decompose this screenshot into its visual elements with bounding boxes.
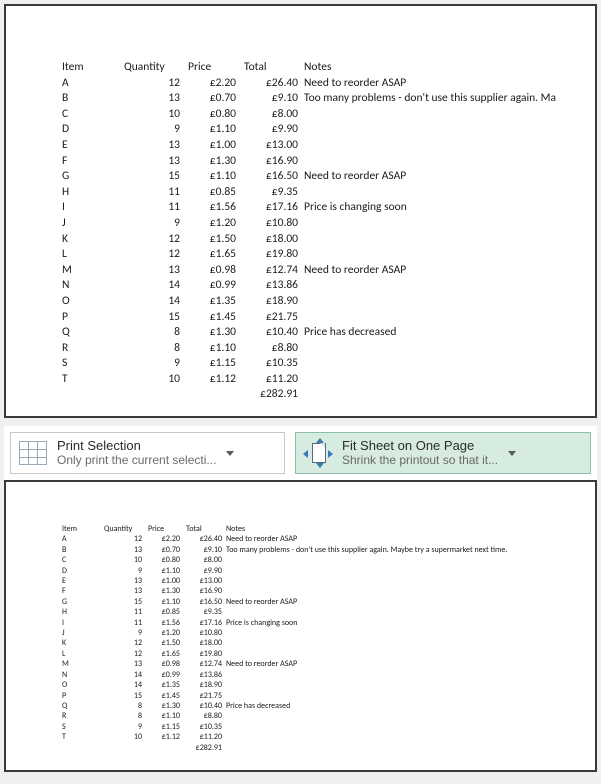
- column-header: Quantity: [124, 60, 188, 76]
- print-preview-page-1: ItemQuantityPriceTotalNotesA12£2.20£26.4…: [4, 4, 597, 418]
- table-row: I11£1.56£17.16Price is changing soon: [62, 618, 507, 628]
- table-row: A12£2.20£26.40Need to reorder ASAP: [62, 534, 507, 544]
- table-row: B13£0.70£9.10Too many problems - don't u…: [62, 91, 556, 107]
- table-row: E13£1.00£13.00: [62, 576, 507, 586]
- table-row: Q8£1.30£10.40Price has decreased: [62, 325, 556, 341]
- fit-sheet-icon: [302, 437, 334, 469]
- table-row: R8£1.10£8.80: [62, 341, 556, 357]
- table-row: Q8£1.30£10.40Price has decreased: [62, 701, 507, 711]
- data-table-page1: ItemQuantityPriceTotalNotesA12£2.20£26.4…: [62, 60, 556, 403]
- table-row: J9£1.20£10.80: [62, 628, 507, 638]
- grand-total-row: £282.91: [62, 743, 507, 753]
- table-row: T10£1.12£11.20: [62, 732, 507, 742]
- table-row: A12£2.20£26.40Need to reorder ASAP: [62, 76, 556, 92]
- table-row: S9£1.15£10.35: [62, 356, 556, 372]
- data-table-page2: ItemQuantityPriceTotalNotesA12£2.20£26.4…: [62, 524, 507, 753]
- table-row: I11£1.56£17.16Price is changing soon: [62, 200, 556, 216]
- table-row: H11£0.85£9.35: [62, 185, 556, 201]
- table-row: K12£1.50£18.00: [62, 638, 507, 648]
- table-row: G15£1.10£16.50Need to reorder ASAP: [62, 169, 556, 185]
- table-row: S9£1.15£10.35: [62, 722, 507, 732]
- table-row: J9£1.20£10.80: [62, 216, 556, 232]
- print-selection-title: Print Selection: [57, 439, 216, 454]
- column-header: Item: [62, 524, 104, 534]
- table-row: M13£0.98£12.74Need to reorder ASAP: [62, 263, 556, 279]
- table-row: H11£0.85£9.35: [62, 607, 507, 617]
- table-row: D9£1.10£9.90: [62, 122, 556, 138]
- chevron-down-icon: [226, 451, 234, 456]
- fit-sheet-subtitle: Shrink the printout so that it...: [342, 454, 498, 468]
- table-row: P15£1.45£21.75: [62, 310, 556, 326]
- column-header: Notes: [304, 60, 556, 76]
- column-header: Total: [186, 524, 226, 534]
- table-row: E13£1.00£13.00: [62, 138, 556, 154]
- column-header: Notes: [226, 524, 507, 534]
- print-selection-subtitle: Only print the current selecti...: [57, 454, 216, 468]
- table-row: C10£0.80£8.00: [62, 555, 507, 565]
- print-toolbar: Print Selection Only print the current s…: [4, 426, 597, 480]
- table-row: T10£1.12£11.20: [62, 372, 556, 388]
- chevron-down-icon: [508, 451, 516, 456]
- table-row: O14£1.35£18.90: [62, 294, 556, 310]
- column-header: Quantity: [104, 524, 148, 534]
- table-row: K12£1.50£18.00: [62, 232, 556, 248]
- print-selection-icon: [17, 437, 49, 469]
- table-row: N14£0.99£13.86: [62, 278, 556, 294]
- table-row: G15£1.10£16.50Need to reorder ASAP: [62, 597, 507, 607]
- table-row: F13£1.30£16.90: [62, 586, 507, 596]
- table-row: F13£1.30£16.90: [62, 154, 556, 170]
- table-row: O14£1.35£18.90: [62, 680, 507, 690]
- fit-sheet-dropdown[interactable]: Fit Sheet on One Page Shrink the printou…: [295, 432, 591, 474]
- table-row: M13£0.98£12.74Need to reorder ASAP: [62, 659, 507, 669]
- table-row: L12£1.65£19.80: [62, 649, 507, 659]
- print-preview-page-2: ItemQuantityPriceTotalNotesA12£2.20£26.4…: [4, 480, 597, 772]
- table-row: N14£0.99£13.86: [62, 670, 507, 680]
- table-row: C10£0.80£8.00: [62, 107, 556, 123]
- table-row: P15£1.45£21.75: [62, 691, 507, 701]
- fit-sheet-title: Fit Sheet on One Page: [342, 439, 498, 454]
- grand-total-row: £282.91: [62, 387, 556, 403]
- print-selection-dropdown[interactable]: Print Selection Only print the current s…: [10, 432, 285, 474]
- column-header: Item: [62, 60, 124, 76]
- column-header: Price: [188, 60, 244, 76]
- table-row: R8£1.10£8.80: [62, 711, 507, 721]
- table-row: L12£1.65£19.80: [62, 247, 556, 263]
- table-row: D9£1.10£9.90: [62, 566, 507, 576]
- column-header: Price: [148, 524, 186, 534]
- column-header: Total: [244, 60, 304, 76]
- table-row: B13£0.70£9.10Too many problems - don't u…: [62, 545, 507, 555]
